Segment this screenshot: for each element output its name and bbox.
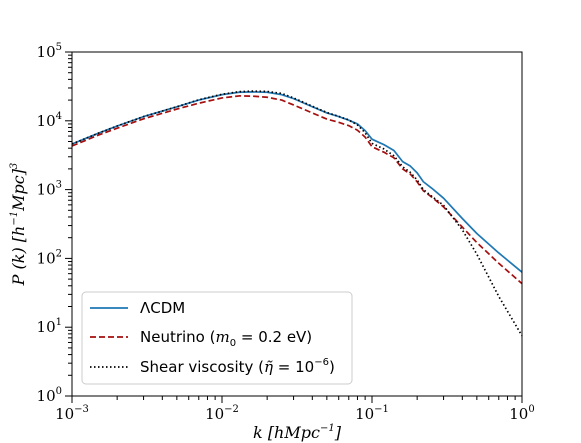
series-line-2	[71, 90, 523, 337]
y-axis-label: P (k) [h−1Mpc]3	[9, 163, 28, 287]
series-line-1	[71, 95, 523, 285]
y-tick-label-5: 105	[37, 42, 62, 61]
y-tick-label-4: 104	[37, 111, 62, 130]
y-tick-label-3: 103	[37, 180, 62, 199]
plot-frame	[71, 51, 523, 397]
x-tick-label-1: 10−2	[205, 404, 239, 423]
plot-area	[71, 51, 523, 397]
legend-label-shear: Shear viscosity (η̃ = 10−6)	[140, 357, 335, 376]
y-tick-label-2: 102	[37, 248, 62, 267]
y-tick-label-0: 100	[37, 386, 62, 405]
x-tick-label-3: 100	[509, 404, 534, 423]
x-tick-label-0: 10−3	[55, 404, 89, 423]
legend: ΛCDM Neutrino (m0 = 0.2 eV) Shear viscos…	[81, 291, 353, 385]
legend-label-lcdm: ΛCDM	[140, 299, 185, 317]
y-tick-label-1: 101	[37, 317, 62, 336]
legend-label-neutrino: Neutrino (m0 = 0.2 eV)	[140, 328, 312, 349]
x-tick-label-2: 10−1	[355, 404, 389, 423]
series-line-0	[71, 91, 523, 273]
x-axis-ticks: 10−3 10−2 10−1 100	[55, 396, 535, 423]
y-axis-ticks: 100 101 102 103 104 105	[37, 42, 72, 405]
legend-box	[81, 291, 353, 385]
x-axis-label: k [hMpc−1]	[253, 423, 342, 442]
series-layer	[71, 90, 523, 337]
